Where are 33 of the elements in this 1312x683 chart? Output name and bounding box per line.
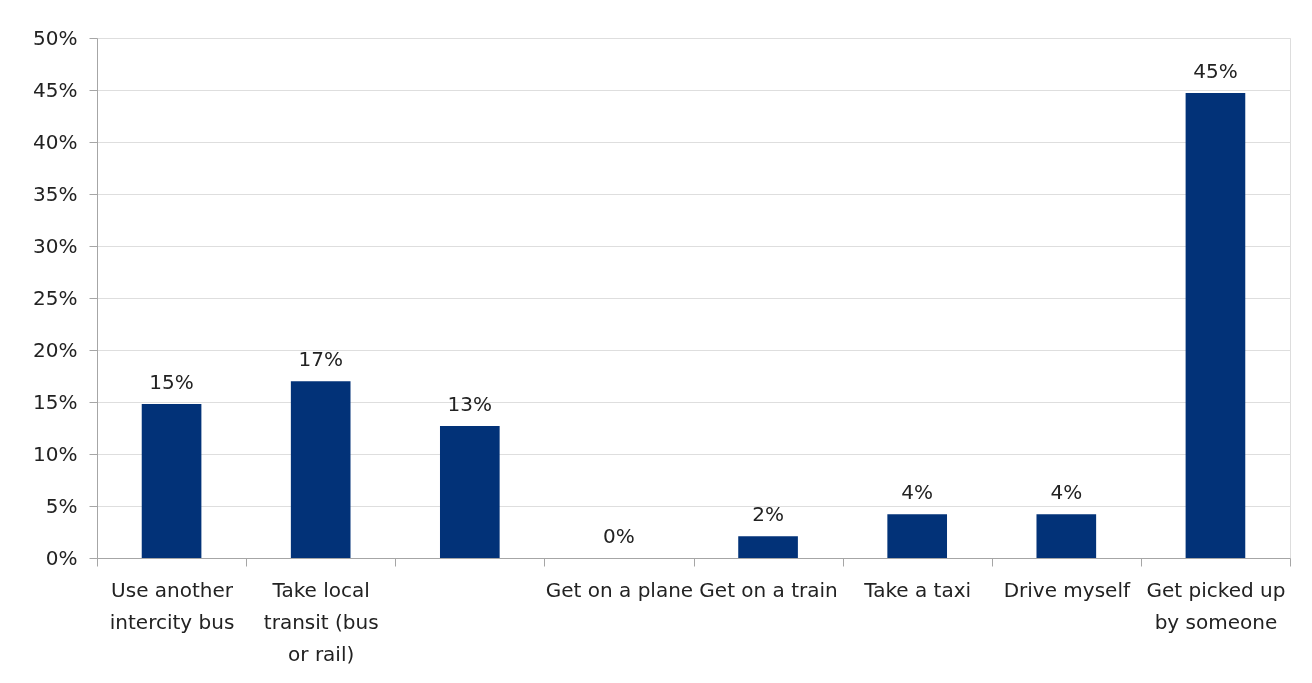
x-tick-label: Take a taxi (863, 577, 972, 602)
y-tick-label: 40% (33, 129, 78, 154)
y-tick-label: 0% (45, 545, 78, 570)
y-tick-label: 25% (33, 285, 78, 310)
data-label: 4% (901, 480, 934, 505)
y-tick-label: 15% (33, 389, 78, 414)
data-label: 45% (1193, 59, 1238, 84)
y-tick-label: 35% (33, 181, 78, 206)
x-tick-label: Get on a plane (545, 577, 694, 602)
y-tick-label: 10% (33, 441, 78, 466)
x-tick-label: Get picked up by someone (1146, 577, 1286, 634)
x-tick-label: Get on a train (699, 577, 838, 602)
data-label: 15% (149, 370, 194, 395)
y-tick-label: 45% (33, 77, 78, 102)
data-label: 4% (1050, 480, 1083, 505)
bar (1036, 514, 1097, 558)
y-tick-label: 5% (45, 493, 78, 518)
bar (439, 425, 500, 558)
x-tick-label: Drive myself (1003, 577, 1131, 602)
x-tick-label: Use another intercity bus (109, 577, 235, 634)
data-label: 13% (447, 391, 493, 416)
bar (887, 514, 948, 558)
y-tick-label: 20% (33, 337, 78, 362)
x-tick-label: Take local transit (bus or rail) (263, 577, 379, 666)
data-label: 2% (752, 502, 784, 527)
y-tick-label: 30% (33, 233, 78, 258)
y-tick-label: 50% (33, 25, 78, 50)
data-label: 17% (298, 347, 343, 372)
bar (1185, 93, 1246, 558)
bar (141, 404, 202, 558)
data-label: 0% (603, 524, 635, 548)
bar (738, 536, 798, 558)
bar (290, 381, 351, 558)
